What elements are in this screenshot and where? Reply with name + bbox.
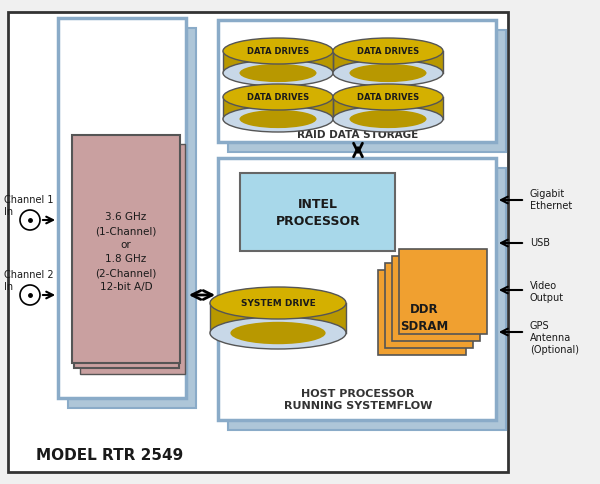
Bar [399,249,487,334]
Bar [228,30,506,152]
Text: INTEL
PROCESSOR: INTEL PROCESSOR [275,198,361,228]
Ellipse shape [210,317,346,349]
Bar [385,263,473,348]
Text: DATA DRIVES: DATA DRIVES [247,92,309,102]
Text: HOST PROCESSOR
RUNNING SYSTEMFLOW: HOST PROCESSOR RUNNING SYSTEMFLOW [284,389,432,411]
Text: DATA DRIVES: DATA DRIVES [247,46,309,56]
Bar [240,173,395,251]
Text: Channel 2
In: Channel 2 In [4,270,53,292]
Bar [333,51,443,73]
Circle shape [20,285,40,305]
Text: DATA DRIVES: DATA DRIVES [357,46,419,56]
Text: MODEL RTR 2549: MODEL RTR 2549 [37,449,184,464]
Text: Channel 1
In: Channel 1 In [4,195,53,217]
Text: 3.6 GHz
(1-Channel)
or
1.8 GHz
(2-Channel)
12-bit A/D: 3.6 GHz (1-Channel) or 1.8 GHz (2-Channe… [95,212,157,292]
Circle shape [20,210,40,230]
Bar [74,138,179,368]
Bar [218,20,496,142]
Bar [72,135,180,363]
Ellipse shape [223,60,333,86]
Bar [228,168,506,430]
Text: USB: USB [530,238,550,248]
Ellipse shape [349,110,427,128]
Ellipse shape [223,84,333,110]
Ellipse shape [333,106,443,132]
Text: RAID DATA STORAGE: RAID DATA STORAGE [298,130,419,140]
Text: GPS
Antenna
(Optional): GPS Antenna (Optional) [530,321,579,355]
Bar [80,144,185,374]
Text: Gigabit
Ethernet: Gigabit Ethernet [530,189,572,211]
Bar [333,97,443,119]
Bar [392,256,480,341]
Ellipse shape [239,110,317,128]
Ellipse shape [349,64,427,82]
Ellipse shape [210,287,346,319]
Ellipse shape [223,38,333,64]
Ellipse shape [333,60,443,86]
Bar [223,97,333,119]
Ellipse shape [223,106,333,132]
Bar [68,28,196,408]
Ellipse shape [333,84,443,110]
Text: DDR
SDRAM: DDR SDRAM [400,303,448,333]
Ellipse shape [230,322,326,344]
Bar [378,270,466,355]
Bar [8,12,508,472]
Text: Video
Output: Video Output [530,281,564,303]
Bar [58,18,186,398]
Text: DATA DRIVES: DATA DRIVES [357,92,419,102]
Text: SYSTEM DRIVE: SYSTEM DRIVE [241,299,316,307]
Bar [210,303,346,333]
Bar [218,158,496,420]
Bar [223,51,333,73]
Ellipse shape [333,38,443,64]
Ellipse shape [239,64,317,82]
